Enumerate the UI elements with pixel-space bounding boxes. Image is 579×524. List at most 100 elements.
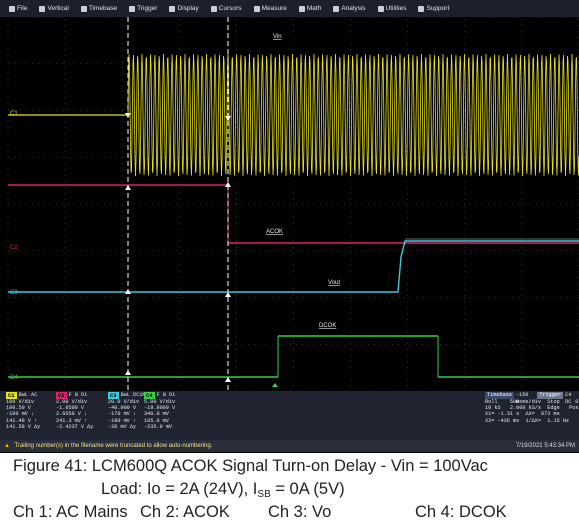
display-icon [169, 5, 176, 12]
channel-tag[interactable]: C3 [108, 392, 119, 399]
channel-value: -235.0 mV [144, 423, 173, 430]
status-message: Trailing number(s) in the filename were … [14, 443, 213, 449]
menu-item-label: Utilities [385, 5, 407, 12]
menu-item-file[interactable]: File [4, 0, 32, 17]
menu-item-analysis[interactable]: Analysis [328, 0, 370, 17]
status-timestamp: 7/19/2021 5:43:34 PM [515, 443, 575, 449]
channel-info-panel: Timebase -150 ms Trigger C4 DC Roll 500 … [0, 391, 579, 445]
menu-item-label: Timebase [88, 5, 118, 12]
channel-box-c1[interactable]: C1 BwL AC 100 V/div 199.50 V -100 mV ↓ 141.48… [6, 392, 52, 442]
channel-value: 100 V/div [6, 399, 35, 405]
channel-value: -2.4237 V Δy [56, 423, 94, 430]
channel-value: 5.00 V/div [144, 399, 176, 405]
menu-item-label: Support [426, 5, 450, 12]
menu-item-trigger[interactable]: Trigger [124, 0, 162, 17]
channel-value: 2.6650 V ↓ [56, 411, 88, 418]
svg-text:C2: C2 [10, 245, 18, 251]
timebase-tag[interactable]: Timebase [485, 392, 514, 399]
menu-item-label: Cursors [218, 5, 242, 12]
channel-value: -1.9500 V [56, 405, 85, 412]
vin-label: Vin [273, 34, 282, 40]
menu-item-vertical[interactable]: Vertical [34, 0, 73, 17]
status-bar: ▲ Trailing number(s) in the filename wer… [0, 440, 579, 452]
vertical-icon [39, 5, 46, 12]
math-icon [298, 5, 305, 12]
measure-icon [253, 5, 260, 12]
trigger-icon [129, 5, 136, 12]
channel-value: 2.00 V/div [56, 399, 88, 405]
cursor-arrows [125, 113, 231, 382]
support-icon [418, 5, 425, 12]
menu-item-label: Vertical [47, 5, 69, 12]
timebase-row: Roll 500 ms/div Stop 0.00 V [485, 399, 579, 405]
caption-ch1: Ch 1: AC Mains [13, 503, 128, 521]
channel-value: 241.3 mV ↑ [56, 417, 88, 424]
trigger-marker [272, 383, 278, 387]
channel-value: -40.000 V [108, 405, 137, 412]
channel-markers: C1 C2 C3 C4 [10, 111, 18, 381]
menu-item-label: Display [177, 5, 199, 12]
menu-item-label: Analysis [341, 5, 366, 12]
cursors-icon [210, 5, 217, 12]
dcok-label: DCOK [319, 323, 336, 329]
channel-value: 20.0 V/div [108, 399, 140, 405]
menu-item-label: Trigger [137, 5, 158, 12]
vout-label: Vout [328, 280, 340, 286]
menu-item-math[interactable]: Math [294, 0, 326, 17]
caption-channels: Ch 1: AC Mains Ch 2: ACOK Ch 3: Vo Ch 4:… [13, 503, 579, 522]
channel-tag[interactable]: C1 [6, 392, 17, 399]
menu-item-utilities[interactable]: Utilities [373, 0, 412, 17]
svg-text:C1: C1 [10, 111, 18, 117]
caption-load-post: = 0A (5V) [270, 480, 345, 498]
channel-box-c2[interactable]: C2 F B D1 2.00 V/div -1.9500 V 2.6650 V ↓ 241… [56, 392, 102, 442]
channel-value: 199.50 V [6, 405, 31, 412]
caption-ch3: Ch 3: Vo [268, 503, 332, 521]
figure-caption: Figure 41: LCM600Q ACOK Signal Turn-on D… [0, 453, 579, 524]
trigger-tag[interactable]: Trigger [537, 392, 564, 399]
menu-item-display[interactable]: Display [164, 0, 203, 17]
svg-text:C4: C4 [10, 375, 18, 381]
caption-title: Figure 41: LCM600Q ACOK Signal Turn-on D… [13, 457, 488, 475]
menu-item-support[interactable]: Support [413, 0, 454, 17]
channel-value: -100 mV ↓ [6, 411, 35, 418]
channel-tag[interactable]: C4 [144, 392, 155, 399]
caption-load-sub: SB [257, 489, 271, 500]
channel-title: F B D1 [68, 392, 88, 399]
timebase-icon [80, 5, 87, 12]
waveform-display[interactable]: C1 C2 C3 C4 Vin ACOK Vout DCOK [0, 17, 579, 391]
trigger-value: C4 DC [565, 392, 572, 405]
channel-value: 340.0 mV [144, 411, 169, 418]
caption-load-pre: Load: Io = 2A (24V), I [101, 480, 258, 498]
timebase-row: 10 kS 2.000 kS/s Edge Positive [485, 405, 579, 412]
menu-bar: File Vertical Timebase Trigger Display Cursor… [0, 0, 579, 17]
caption-ch2: Ch 2: ACOK [140, 503, 230, 521]
c1-trace [8, 53, 579, 177]
timebase-row: X1= -1.31 s ΔX= 873 ms [485, 411, 560, 418]
channel-box-c3[interactable]: C3 BwL DC1M 20.0 V/div -40.000 V -170 mV ↓ -1… [108, 392, 154, 442]
menu-item-label: Measure [261, 5, 287, 12]
c1-ac-waveform [127, 53, 579, 177]
timebase-value: -150 ms [515, 392, 529, 405]
c3-trace [8, 238, 579, 293]
menu-item-label: File [17, 5, 28, 12]
channel-title: F B D1 [156, 392, 176, 399]
timebase-panel[interactable]: Timebase -150 ms Trigger C4 DC Roll 500 … [485, 392, 579, 442]
channel-value: -170 mV ↓ [108, 411, 137, 418]
channel-value: 141.58 V Δy [6, 423, 41, 430]
channel-tag[interactable]: C2 [56, 392, 67, 399]
timebase-row: X2= -436 ms 1/ΔX= 1.15 Hz [485, 417, 570, 424]
oscilloscope-window: File Vertical Timebase Trigger Display Cursor… [0, 0, 579, 453]
channel-box-c4[interactable]: C4 F B D1 5.00 V/div -19.9000 V 340.0 mV 105.… [144, 392, 190, 442]
utilities-icon [377, 5, 384, 12]
menu-item-cursors[interactable]: Cursors [206, 0, 247, 17]
channel-value: -190 mV ↑ [108, 417, 137, 424]
channel-value: 105.0 mV [144, 417, 169, 424]
channel-value: 141.48 V ↑ [6, 417, 38, 424]
waveform-svg: C1 C2 C3 C4 Vin ACOK Vout DCOK [7, 17, 579, 391]
file-icon [9, 5, 15, 12]
svg-text:C3: C3 [10, 290, 18, 296]
channel-value: -20 mV Δy [108, 423, 137, 430]
menu-item-measure[interactable]: Measure [249, 0, 292, 17]
c4-trace [8, 335, 579, 378]
menu-item-timebase[interactable]: Timebase [76, 0, 122, 17]
